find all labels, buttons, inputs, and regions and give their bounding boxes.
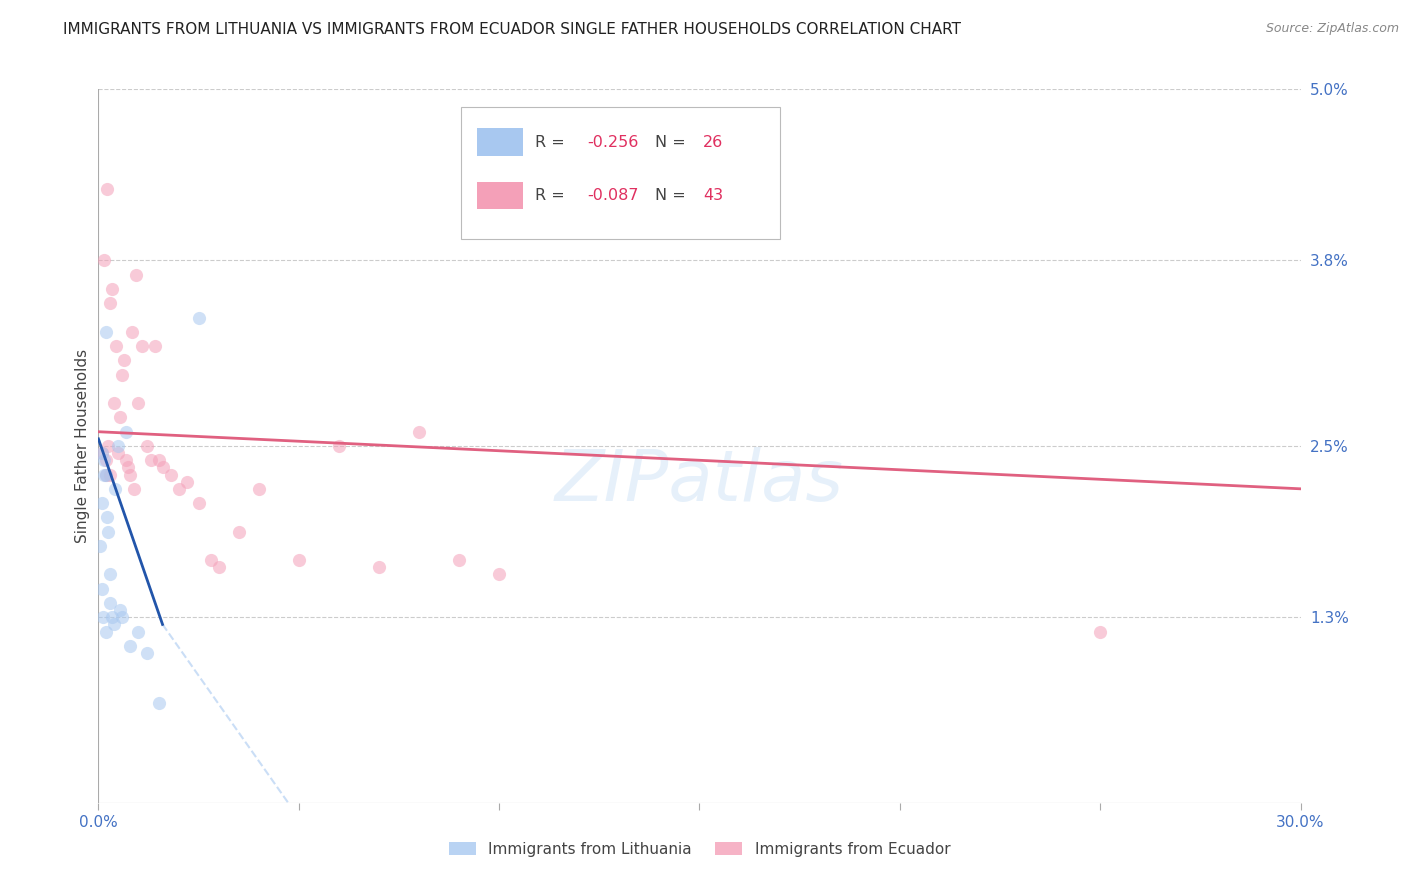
- Point: [96, 510, 118, 524]
- Point: [139, 453, 162, 467]
- Point: [247, 482, 270, 496]
- Point: [98, 296, 121, 310]
- Point: [91, 610, 114, 624]
- Point: [96, 467, 118, 482]
- Point: [101, 282, 124, 296]
- Point: [152, 460, 174, 475]
- Point: [200, 553, 222, 567]
- Point: [110, 410, 132, 425]
- Point: [128, 396, 150, 410]
- Point: [1088, 624, 1111, 639]
- Point: [93, 253, 115, 268]
- Point: [90, 582, 112, 596]
- Point: [101, 610, 124, 624]
- Point: [488, 567, 510, 582]
- Text: 43: 43: [703, 188, 723, 203]
- Bar: [477, 128, 523, 155]
- Text: R =: R =: [534, 135, 569, 150]
- Point: [105, 339, 128, 353]
- Point: [187, 496, 209, 510]
- Point: [131, 339, 153, 353]
- Text: ZIPatlas: ZIPatlas: [555, 447, 844, 516]
- Point: [143, 339, 166, 353]
- Point: [148, 453, 170, 467]
- Bar: [477, 182, 523, 209]
- Point: [447, 553, 470, 567]
- Point: [93, 453, 115, 467]
- Point: [114, 353, 136, 368]
- Point: [93, 467, 115, 482]
- Point: [111, 610, 134, 624]
- Point: [187, 310, 209, 325]
- Point: [408, 425, 430, 439]
- FancyBboxPatch shape: [461, 107, 780, 239]
- Point: [91, 446, 114, 460]
- Point: [103, 617, 125, 632]
- Text: Source: ZipAtlas.com: Source: ZipAtlas.com: [1265, 22, 1399, 36]
- Point: [135, 439, 157, 453]
- Point: [89, 539, 111, 553]
- Point: [125, 268, 148, 282]
- Point: [110, 603, 132, 617]
- Point: [100, 467, 122, 482]
- Point: [328, 439, 350, 453]
- Text: N =: N =: [655, 188, 690, 203]
- Point: [128, 624, 150, 639]
- Point: [121, 325, 143, 339]
- Text: -0.256: -0.256: [588, 135, 640, 150]
- Point: [94, 624, 117, 639]
- Point: [167, 482, 190, 496]
- Text: -0.087: -0.087: [588, 188, 640, 203]
- Point: [96, 467, 118, 482]
- Point: [94, 453, 117, 467]
- Point: [90, 446, 112, 460]
- Point: [208, 560, 231, 574]
- Point: [120, 639, 142, 653]
- Point: [135, 646, 157, 660]
- Point: [148, 696, 170, 710]
- Point: [159, 467, 181, 482]
- Point: [98, 567, 121, 582]
- Point: [104, 482, 127, 496]
- Point: [96, 182, 118, 196]
- Point: [117, 460, 139, 475]
- Point: [97, 524, 120, 539]
- Point: [176, 475, 198, 489]
- Y-axis label: Single Father Households: Single Father Households: [75, 349, 90, 543]
- Point: [103, 396, 125, 410]
- Point: [288, 553, 311, 567]
- Point: [228, 524, 250, 539]
- Point: [96, 325, 118, 339]
- Point: [368, 560, 391, 574]
- Text: IMMIGRANTS FROM LITHUANIA VS IMMIGRANTS FROM ECUADOR SINGLE FATHER HOUSEHOLDS CO: IMMIGRANTS FROM LITHUANIA VS IMMIGRANTS …: [63, 22, 962, 37]
- Point: [97, 439, 120, 453]
- Point: [107, 446, 129, 460]
- Point: [124, 482, 146, 496]
- Legend: Immigrants from Lithuania, Immigrants from Ecuador: Immigrants from Lithuania, Immigrants fr…: [443, 836, 956, 863]
- Point: [115, 453, 138, 467]
- Point: [91, 496, 114, 510]
- Text: N =: N =: [655, 135, 690, 150]
- Point: [100, 596, 122, 610]
- Point: [107, 439, 129, 453]
- Text: 26: 26: [703, 135, 723, 150]
- Point: [111, 368, 134, 382]
- Point: [115, 425, 138, 439]
- Point: [120, 467, 142, 482]
- Text: R =: R =: [534, 188, 569, 203]
